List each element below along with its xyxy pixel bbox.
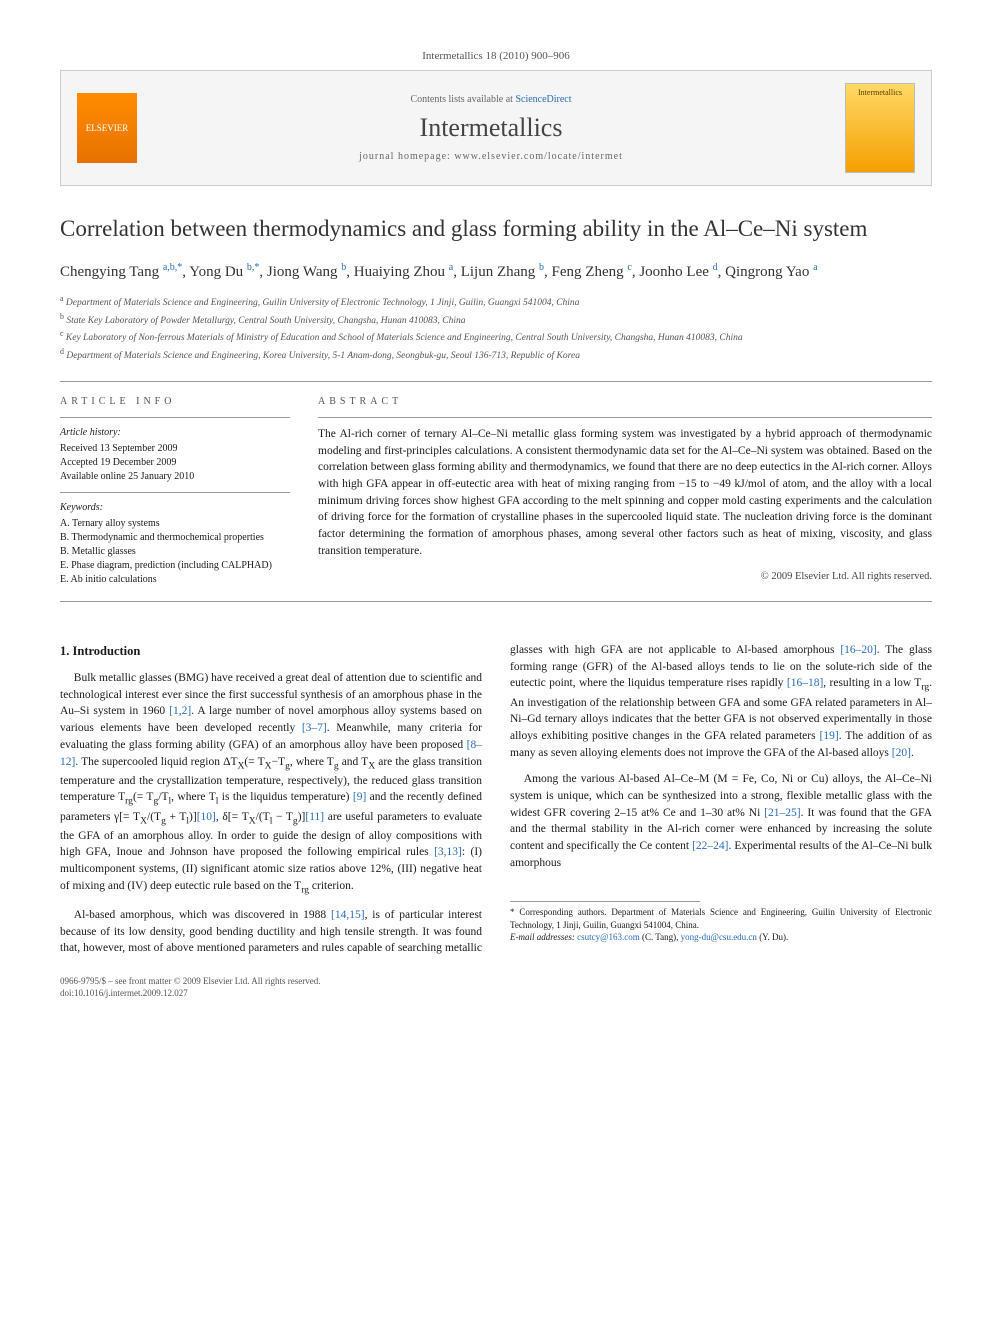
article-info-heading: ARTICLE INFO [60, 396, 290, 407]
keyword-line: E. Ab initio calculations [60, 573, 290, 587]
rule [60, 417, 290, 418]
affiliation-line: a Department of Materials Science and En… [60, 293, 932, 310]
affiliation-line: d Department of Materials Science and En… [60, 346, 932, 363]
elsevier-logo: ELSEVIER [77, 93, 137, 163]
email-who-1: (C. Tang), [642, 932, 678, 942]
affiliation-line: b State Key Laboratory of Powder Metallu… [60, 311, 932, 328]
page-footer: 0966-9795/$ – see front matter © 2009 El… [60, 975, 932, 1000]
email-link-1[interactable]: csutcy@163.com [577, 932, 640, 942]
affiliations: a Department of Materials Science and En… [60, 293, 932, 363]
corresponding-footnote: * Corresponding authors. Department of M… [510, 906, 932, 944]
keyword-line: A. Ternary alloy systems [60, 517, 290, 531]
body: 1. Introduction Bulk metallic glasses (B… [60, 642, 932, 957]
body-paragraph: Among the various Al-based Al–Ce–M (M = … [510, 771, 932, 871]
emails-label: E-mail addresses: [510, 932, 575, 942]
journal-cover-thumb: Intermetallics [845, 83, 915, 173]
keyword-line: B. Metallic glasses [60, 545, 290, 559]
history-line: Accepted 19 December 2009 [60, 456, 290, 470]
email-who-2: (Y. Du). [759, 932, 788, 942]
email-link-2[interactable]: yong-du@csu.edu.cn [681, 932, 757, 942]
footer-line-1: 0966-9795/$ – see front matter © 2009 El… [60, 975, 932, 988]
footer-line-2: doi:10.1016/j.intermet.2009.12.027 [60, 987, 932, 1000]
banner-center: Contents lists available at ScienceDirec… [153, 94, 829, 162]
keywords-block: Keywords: A. Ternary alloy systemsB. The… [60, 501, 290, 587]
footnote-text: * Corresponding authors. Department of M… [510, 907, 932, 930]
body-paragraph: Bulk metallic glasses (BMG) have receive… [60, 670, 482, 897]
article-title: Correlation between thermodynamics and g… [60, 214, 932, 244]
journal-banner: ELSEVIER Contents lists available at Sci… [60, 70, 932, 186]
journal-name: Intermetallics [153, 113, 829, 143]
sciencedirect-link[interactable]: ScienceDirect [515, 94, 571, 105]
rule [60, 601, 932, 602]
footnote-rule [510, 901, 700, 902]
history-line: Received 13 September 2009 [60, 442, 290, 456]
contents-line: Contents lists available at ScienceDirec… [153, 94, 829, 105]
journal-homepage: journal homepage: www.elsevier.com/locat… [153, 151, 829, 162]
history-line: Available online 25 January 2010 [60, 470, 290, 484]
article-info: ARTICLE INFO Article history: Received 1… [60, 396, 290, 587]
abstract-text: The Al-rich corner of ternary Al–Ce–Ni m… [318, 426, 932, 559]
rule [60, 381, 932, 382]
abstract-heading: ABSTRACT [318, 396, 932, 407]
author-list: Chengying Tang a,b,*, Yong Du b,*, Jiong… [60, 260, 932, 284]
intro-heading: 1. Introduction [60, 642, 482, 660]
keyword-line: B. Thermodynamic and thermochemical prop… [60, 531, 290, 545]
history-block: Article history: Received 13 September 2… [60, 426, 290, 493]
abstract: ABSTRACT The Al-rich corner of ternary A… [318, 396, 932, 587]
abstract-copyright: © 2009 Elsevier Ltd. All rights reserved… [318, 571, 932, 582]
rule [318, 417, 932, 418]
page-header: Intermetallics 18 (2010) 900–906 [60, 50, 932, 62]
keywords-label: Keywords: [60, 501, 290, 515]
keyword-line: E. Phase diagram, prediction (including … [60, 559, 290, 573]
history-label: Article history: [60, 426, 290, 440]
affiliation-line: c Key Laboratory of Non-ferrous Material… [60, 328, 932, 345]
contents-prefix: Contents lists available at [410, 94, 515, 105]
